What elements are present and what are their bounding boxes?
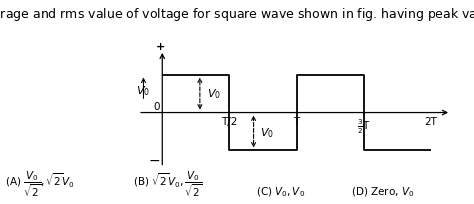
Text: The average and rms value of voltage for square wave shown in fig. having peak v: The average and rms value of voltage for… [0, 6, 474, 23]
Text: (C) $V_0, V_0$: (C) $V_0, V_0$ [256, 184, 305, 198]
Text: −: − [149, 153, 160, 167]
Text: $V_0$: $V_0$ [260, 126, 274, 140]
Text: (A) $\dfrac{V_0}{\sqrt{2}}, \sqrt{2}V_0$: (A) $\dfrac{V_0}{\sqrt{2}}, \sqrt{2}V_0$ [5, 168, 74, 198]
Text: $V_0$: $V_0$ [207, 86, 220, 100]
Text: T: T [293, 117, 300, 127]
Text: +: + [156, 42, 165, 52]
Text: 0: 0 [154, 101, 160, 111]
Text: 2T: 2T [424, 117, 438, 127]
Text: $V_0$: $V_0$ [137, 83, 150, 97]
Text: $\frac{3}{2}$T: $\frac{3}{2}$T [356, 117, 371, 135]
Text: (D) Zero, $V_0$: (D) Zero, $V_0$ [351, 184, 414, 198]
Text: T/2: T/2 [221, 117, 237, 127]
Text: (B) $\sqrt{2}V_0, \dfrac{V_0}{\sqrt{2}}$: (B) $\sqrt{2}V_0, \dfrac{V_0}{\sqrt{2}}$ [133, 168, 202, 198]
